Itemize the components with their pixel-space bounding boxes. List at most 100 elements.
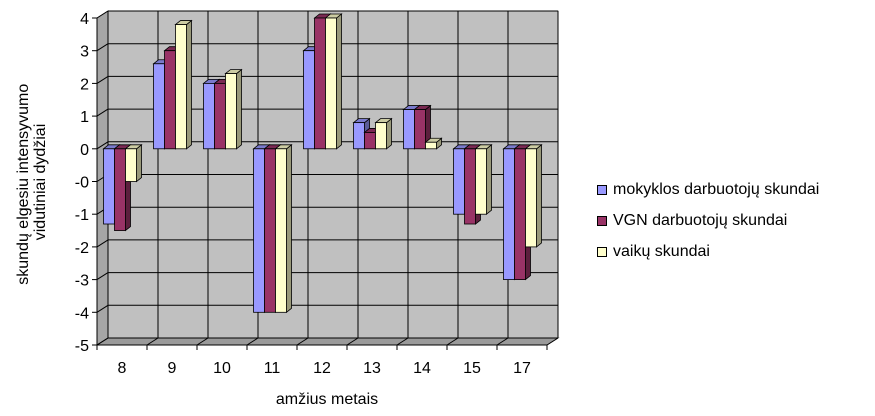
bar-side — [286, 143, 292, 314]
gridline-floor — [246, 337, 259, 346]
x-tick-label: 15 — [463, 360, 481, 377]
gridline-side — [96, 141, 109, 150]
y-tick-label: -2 — [75, 240, 89, 257]
bar-front — [325, 17, 337, 150]
bar-front — [264, 148, 276, 313]
x-tick-label: 8 — [118, 360, 127, 377]
y-tick-label: 2 — [80, 76, 89, 93]
bar-front — [103, 148, 115, 225]
bar-side — [486, 143, 492, 216]
bar — [274, 143, 293, 314]
legend-item: mokyklos darbuotojų skundai — [597, 174, 819, 205]
bar-front — [314, 17, 326, 150]
gridline-floor — [346, 337, 359, 346]
bar-front — [375, 122, 387, 150]
bars — [102, 13, 543, 314]
legend-swatch — [597, 246, 607, 257]
x-tick-label: 14 — [413, 360, 431, 377]
y-tick-label: -1 — [75, 207, 89, 224]
bar-front — [414, 109, 426, 150]
bar — [324, 13, 343, 150]
y-tick-label: -3 — [75, 273, 89, 290]
bar-front — [175, 24, 187, 150]
bar-side — [386, 117, 392, 150]
bar-front — [164, 50, 176, 150]
bar-front — [225, 73, 237, 150]
legend-swatch — [597, 184, 607, 195]
y-axis-label-line-2: vidutiniai dydžiai — [32, 124, 49, 241]
bar-front — [503, 148, 515, 281]
bar-front — [464, 148, 476, 225]
bar-front — [353, 122, 365, 150]
axes — [92, 17, 548, 350]
x-tick-label: 11 — [264, 360, 281, 377]
bar-front — [114, 148, 126, 231]
x-tick-label: 10 — [213, 360, 231, 377]
y-tick-label: -5 — [75, 338, 89, 355]
gridline-side — [96, 108, 109, 117]
bar-front — [153, 63, 165, 150]
bar-front — [514, 148, 526, 281]
gridline-floor — [446, 337, 459, 346]
gridline-side — [96, 43, 109, 52]
legend-label: vaikų skundai — [613, 242, 710, 260]
bar-front — [425, 141, 437, 150]
bar-side — [186, 19, 192, 150]
bar-front — [475, 148, 487, 215]
bar-front — [203, 83, 215, 150]
y-tick-label: -4 — [75, 305, 89, 322]
bar-front — [253, 148, 265, 313]
y-tick-labels: 4 3 2 1 0 -0 -1 -2 -3 -4 -5 — [75, 11, 89, 355]
bar — [374, 117, 393, 150]
y-axis-label: skundų elgesiu intensyvumo vidutiniai dy… — [15, 79, 49, 284]
gridline-floor — [146, 337, 159, 346]
bar-front — [303, 50, 315, 150]
y-tick-label: 3 — [80, 44, 89, 61]
x-tick-label: 9 — [168, 360, 177, 377]
x-tick-label: 13 — [363, 360, 381, 377]
bar-front — [525, 148, 537, 248]
x-tick-labels: 8 9 10 11 12 13 14 15 17 — [118, 360, 531, 377]
floor — [95, 337, 560, 346]
bar-front — [275, 148, 287, 313]
bar — [124, 143, 143, 183]
bar — [224, 68, 243, 150]
y-tick-label: -0 — [75, 175, 89, 192]
x-tick-label: 12 — [313, 360, 331, 377]
y-tick-label: 0 — [80, 142, 89, 159]
bar-front — [403, 109, 415, 150]
legend-label: VGN darbuotojų skundai — [613, 211, 788, 229]
bar — [413, 104, 432, 150]
y-tick-label: 4 — [80, 11, 89, 28]
bar-front — [214, 83, 226, 150]
gridline-side — [96, 304, 109, 313]
bar — [424, 137, 443, 150]
bar-side — [136, 143, 142, 183]
bar-side — [236, 68, 242, 150]
gridline-side — [96, 272, 109, 281]
gridline-floor — [196, 337, 209, 346]
legend: mokyklos darbuotojų skundai VGN darbuoto… — [597, 174, 819, 267]
legend-label: mokyklos darbuotojų skundai — [613, 180, 820, 198]
bar-front — [125, 148, 137, 182]
bar-side — [336, 13, 342, 150]
gridline-floor — [296, 337, 309, 346]
gridline-floor — [496, 337, 509, 346]
gridline-floor — [96, 337, 109, 346]
gridline-side — [96, 10, 109, 19]
y-axis-label-line-1: skundų elgesiu intensyvumo — [15, 84, 32, 285]
gridline-side — [96, 239, 109, 248]
legend-item: VGN darbuotojų skundai — [597, 205, 819, 236]
bar-front — [364, 132, 376, 150]
bar — [174, 19, 193, 150]
bar-side — [536, 143, 542, 248]
legend-swatch — [597, 215, 607, 226]
bar — [474, 143, 493, 216]
legend-item: vaikų skundai — [597, 236, 819, 267]
y-tick-label: 1 — [80, 109, 89, 126]
gridline-floor — [396, 337, 409, 346]
gridline-side — [96, 75, 109, 84]
bar — [524, 143, 543, 248]
